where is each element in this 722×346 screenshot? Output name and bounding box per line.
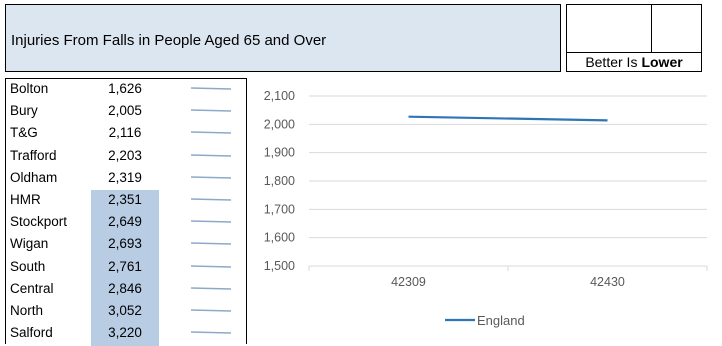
table-row: HMR 2,351 [6, 190, 246, 212]
area-value: 2,649 [91, 214, 159, 229]
area-value: 2,203 [91, 148, 159, 163]
table-row: T&G 2,116 [6, 123, 246, 145]
area-value: 2,319 [91, 170, 159, 185]
line-chart-svg: 2,100 2,000 1,900 1,800 1,700 1,600 1,500 42309… [247, 78, 722, 344]
table-row: Bolton 1,626 [6, 79, 246, 101]
sparkline-line [191, 88, 231, 89]
sparkline-line [191, 288, 231, 289]
legend-label: England [477, 313, 525, 328]
table-row: North 3,052 [6, 301, 246, 323]
area-name: Stockport [10, 214, 67, 229]
better-emphasis: Lower [641, 54, 682, 70]
area-name: Oldham [10, 170, 57, 185]
table-row: Salford 3,220 [6, 323, 246, 345]
area-table: Bolton 1,626 Bury 2,005 T&G 2,116 Trafford 2,20… [5, 78, 247, 344]
sparkline-line [191, 221, 231, 222]
sparkline [191, 152, 231, 160]
area-value: 2,351 [91, 192, 159, 207]
area-value: 2,846 [91, 281, 159, 296]
area-name: Wigan [10, 236, 48, 251]
sparkline [191, 263, 231, 271]
better-is-lower-note: Better Is Lower [566, 52, 702, 72]
line-chart: 2,100 2,000 1,900 1,800 1,700 1,600 1,500 42309… [247, 78, 722, 344]
sparkline [191, 218, 231, 226]
y-tick-label: 1,500 [264, 259, 295, 273]
page-title: Injuries From Falls in People Aged 65 an… [11, 32, 326, 49]
better-prefix: Better Is [585, 54, 637, 70]
sparkline-line [191, 132, 231, 133]
area-name: Trafford [10, 148, 57, 163]
sparkline [191, 329, 231, 337]
area-name: North [10, 303, 43, 318]
area-name: South [10, 259, 45, 274]
area-value: 3,220 [91, 325, 159, 340]
sparkline-line [191, 310, 231, 311]
table-row: South 2,761 [6, 257, 246, 279]
table-row: Oldham 2,319 [6, 168, 246, 190]
y-tick-label: 1,700 [264, 202, 295, 216]
area-name: Central [10, 281, 54, 296]
x-tick-label: 42430 [590, 275, 625, 289]
table-row: Stockport 2,649 [6, 212, 246, 234]
sparkline [191, 285, 231, 293]
y-tick-label: 1,900 [264, 146, 295, 160]
sparkline [191, 174, 231, 182]
table-row: Bury 2,005 [6, 101, 246, 123]
sparkline-line [191, 177, 231, 178]
x-tick-label: 42309 [391, 275, 426, 289]
y-tick-label: 2,100 [264, 89, 295, 103]
table-row: Trafford 2,203 [6, 146, 246, 168]
sparkline [191, 129, 231, 137]
sparkline-line [191, 199, 231, 200]
sparkline [191, 196, 231, 204]
area-value: 2,693 [91, 236, 159, 251]
area-value: 2,761 [91, 259, 159, 274]
sparkline [191, 85, 231, 93]
area-value: 1,626 [91, 81, 159, 96]
area-value: 2,116 [91, 125, 159, 140]
area-name: Bury [10, 103, 38, 118]
area-value: 3,052 [91, 303, 159, 318]
sparkline-line [191, 266, 231, 267]
header-cell-blank-1 [566, 4, 652, 53]
header-cell-blank-2 [651, 4, 702, 53]
sparkline [191, 107, 231, 115]
y-tick-label: 1,800 [264, 174, 295, 188]
table-row: Central 2,846 [6, 279, 246, 301]
area-name: HMR [10, 192, 41, 207]
series-line-england [409, 117, 608, 121]
sparkline [191, 307, 231, 315]
sparkline-line [191, 243, 231, 244]
area-name: Bolton [10, 81, 48, 96]
title-banner: Injuries From Falls in People Aged 65 an… [5, 4, 561, 72]
area-name: Salford [10, 325, 53, 340]
area-value: 2,005 [91, 103, 159, 118]
sparkline-line [191, 110, 231, 111]
sparkline [191, 240, 231, 248]
table-row: Wigan 2,693 [6, 234, 246, 256]
area-name: T&G [10, 125, 38, 140]
sparkline-line [191, 332, 231, 333]
sparkline-line [191, 155, 231, 156]
y-tick-label: 2,000 [264, 117, 295, 131]
y-tick-label: 1,600 [264, 231, 295, 245]
